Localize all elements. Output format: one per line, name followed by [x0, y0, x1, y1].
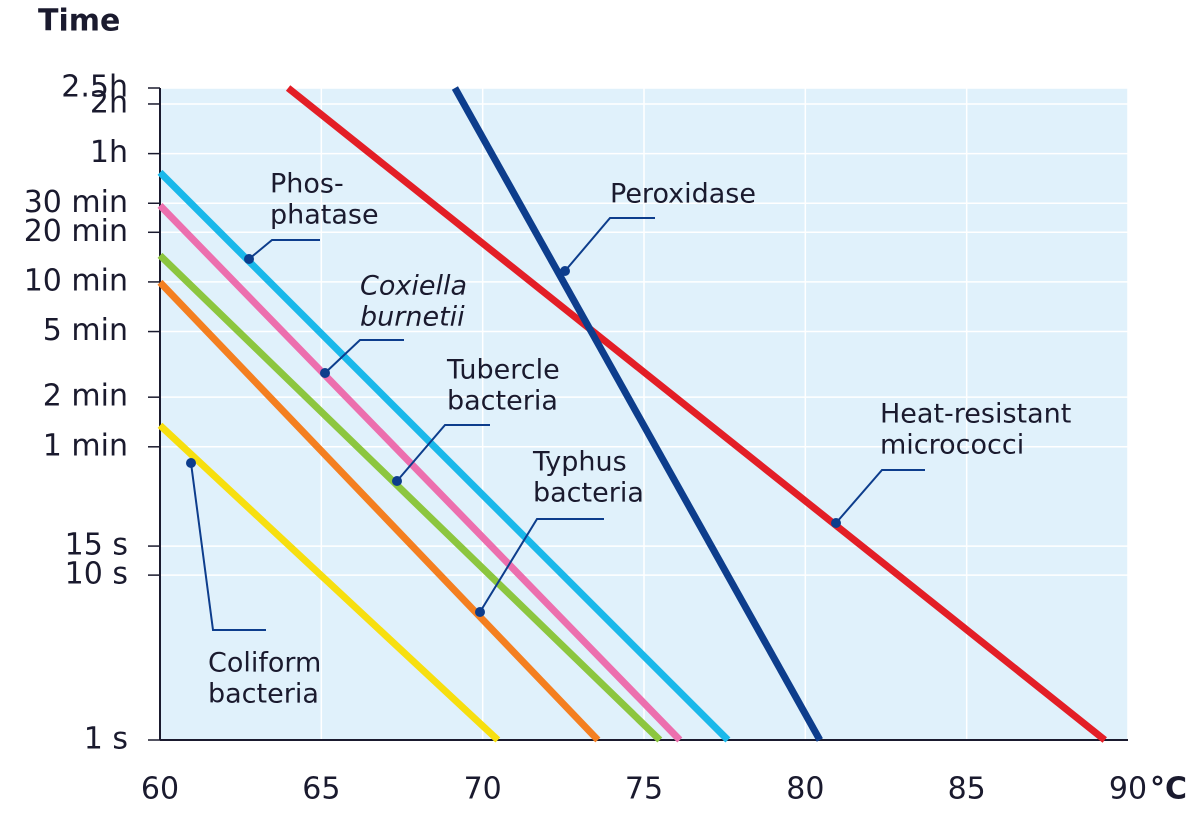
series-label: micrococci — [880, 430, 1024, 461]
series-label: Tubercle — [446, 355, 560, 386]
leader-line — [396, 424, 490, 482]
x-tick-label: 60 — [141, 772, 179, 807]
leader-dot — [392, 476, 402, 486]
x-tick-label: 70 — [464, 772, 502, 807]
series-line — [157, 252, 663, 743]
series-line — [157, 422, 501, 743]
x-tick-label: 85 — [948, 772, 986, 807]
series-label: Coliform — [208, 648, 321, 679]
series-line — [157, 279, 601, 743]
y-tick-label: 1 min — [43, 428, 128, 463]
leader-dot — [244, 254, 254, 264]
leader-line — [190, 462, 266, 631]
y-tick-label: 5 min — [43, 313, 128, 348]
y-tick-label: 2h — [90, 85, 128, 120]
x-axis-label: °C — [1150, 772, 1187, 807]
y-tick-label: 15 s — [65, 528, 128, 563]
leader-line — [248, 239, 320, 260]
series-label: bacteria — [208, 679, 319, 710]
y-tick-label: 1h — [90, 135, 128, 170]
series-line — [157, 202, 683, 743]
series-label: bacteria — [533, 478, 644, 509]
series-label: Typhus — [532, 447, 627, 478]
leader-dot — [186, 458, 196, 468]
y-tick-label: 20 min — [24, 214, 128, 249]
grid — [159, 87, 1129, 741]
y-tick-label: 2 min — [43, 379, 128, 414]
x-tick-label: 80 — [786, 772, 824, 807]
leader-dot — [475, 607, 485, 617]
leader-line — [479, 518, 604, 613]
x-tick-label: 65 — [302, 772, 340, 807]
y-tick-label: 10 min — [24, 263, 128, 298]
leader-dot — [560, 266, 570, 276]
leader-line — [564, 217, 655, 272]
series-label: Phos- — [270, 169, 344, 200]
series-line — [285, 85, 1107, 743]
series-line — [157, 169, 731, 743]
leader-dot — [831, 518, 841, 528]
x-tick-label: 75 — [625, 772, 663, 807]
y-axis-label: Time — [38, 4, 120, 39]
series-label: Coxiella — [360, 271, 467, 302]
leader-line — [835, 469, 925, 524]
series-label: phatase — [270, 200, 379, 231]
y-tick-label: 2.5h — [61, 70, 128, 105]
y-tick-label: 1 s — [84, 722, 128, 757]
series-label: Heat-resistant — [880, 399, 1071, 430]
series-label: bacteria — [447, 386, 558, 417]
leader-dot — [320, 368, 330, 378]
series-label: Peroxidase — [610, 179, 756, 210]
series-line — [451, 86, 823, 742]
y-tick-label: 10 s — [65, 557, 128, 592]
x-tick-label: 90 — [1109, 772, 1147, 807]
leader-line — [324, 339, 404, 374]
series-label: burnetii — [360, 302, 465, 333]
y-tick-label: 30 min — [24, 185, 128, 220]
